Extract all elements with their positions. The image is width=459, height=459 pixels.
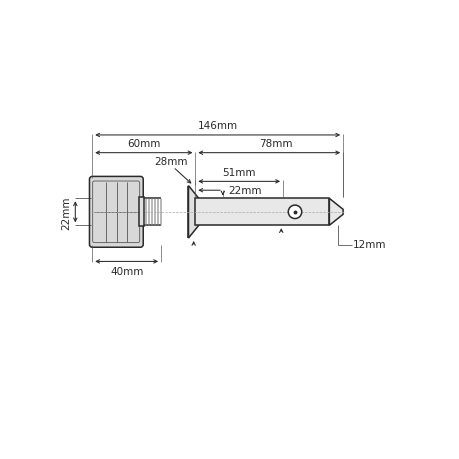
- Bar: [138, 198, 144, 227]
- Text: 22mm: 22mm: [228, 185, 261, 196]
- Text: 28mm: 28mm: [154, 157, 188, 167]
- Circle shape: [288, 206, 301, 219]
- Text: 12mm: 12mm: [352, 240, 385, 250]
- Polygon shape: [329, 199, 342, 226]
- Text: 78mm: 78mm: [258, 139, 292, 149]
- Bar: [195, 199, 329, 226]
- FancyBboxPatch shape: [89, 177, 143, 248]
- Text: 22mm: 22mm: [61, 196, 71, 229]
- Polygon shape: [188, 186, 198, 239]
- Text: 51mm: 51mm: [222, 168, 255, 177]
- Text: 146mm: 146mm: [197, 121, 237, 131]
- Text: 40mm: 40mm: [110, 266, 143, 276]
- Text: 60mm: 60mm: [127, 139, 160, 149]
